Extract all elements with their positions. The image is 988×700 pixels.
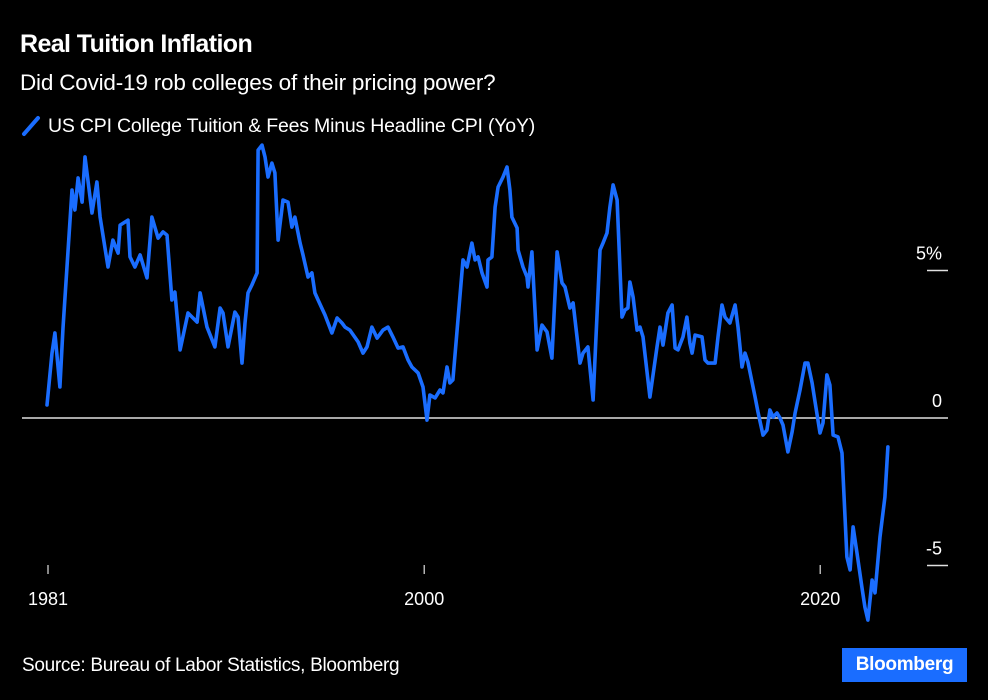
legend-line-icon	[22, 116, 40, 136]
chart-subtitle: Did Covid-19 rob colleges of their prici…	[20, 70, 496, 95]
y-tick-label: 0	[932, 391, 942, 411]
series-line	[45, 143, 890, 622]
bloomberg-logo: Bloomberg	[842, 648, 967, 682]
y-tick-label: 5%	[916, 244, 942, 264]
series-layer	[45, 143, 890, 622]
chart-title: Real Tuition Inflation	[20, 30, 253, 58]
source-note: Source: Bureau of Labor Statistics, Bloo…	[22, 655, 400, 676]
legend: US CPI College Tuition & Fees Minus Head…	[20, 113, 535, 139]
x-tick-label: 2020	[800, 589, 840, 609]
legend-label: US CPI College Tuition & Fees Minus Head…	[48, 114, 536, 137]
x-tick-label: 2000	[404, 589, 444, 609]
y-tick-label: -5	[926, 539, 942, 559]
axes: 5% 0 -5 1981 2000 2020	[22, 244, 948, 609]
x-tick-label: 1981	[28, 589, 68, 609]
